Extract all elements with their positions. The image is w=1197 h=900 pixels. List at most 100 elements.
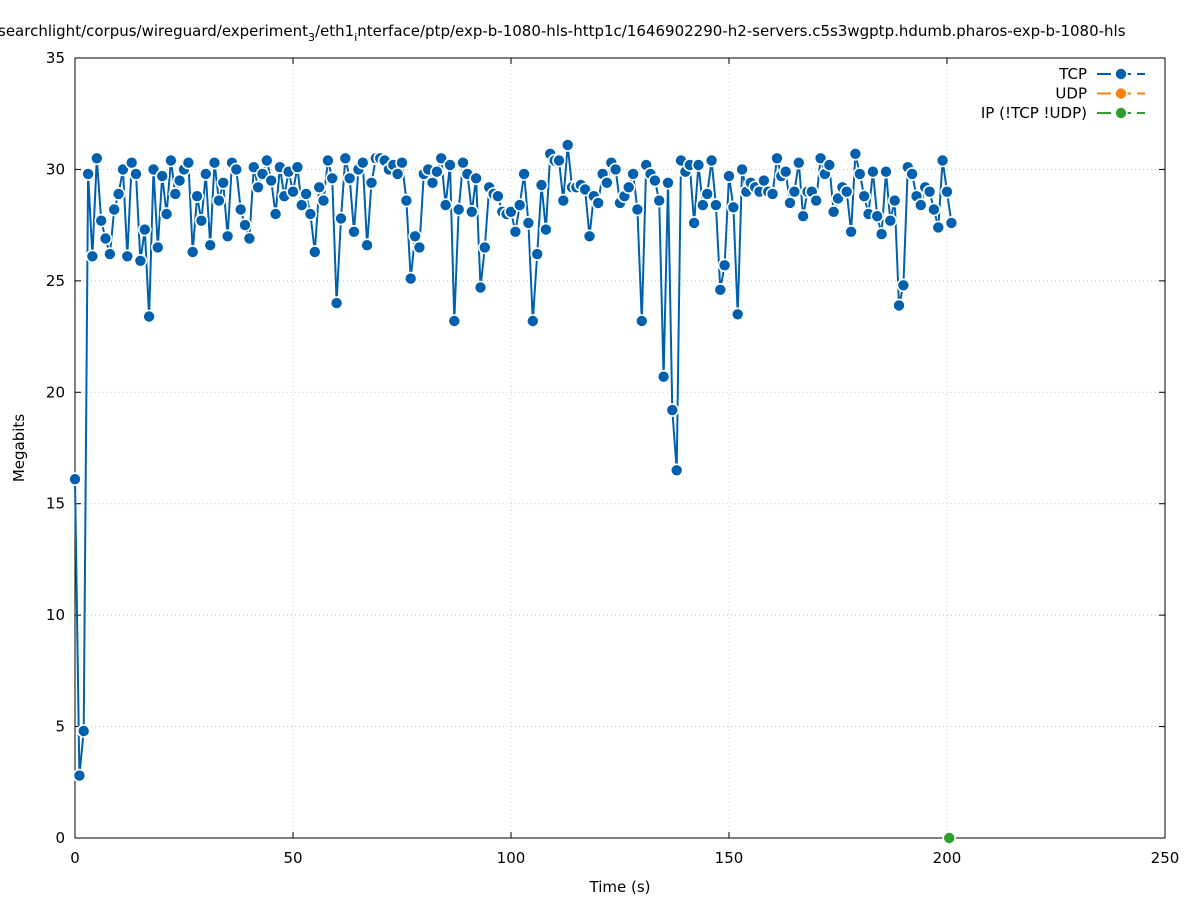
x-axis-label: Time (s)	[589, 878, 651, 896]
plot-frame	[74, 57, 1166, 839]
y-tick-label-4: 20	[46, 383, 65, 401]
data-point-0-58	[321, 153, 335, 168]
data-point-0-26	[181, 155, 196, 170]
data-point-0-64	[347, 225, 361, 239]
data-point-0-142	[687, 216, 701, 230]
data-point-0-145	[700, 187, 715, 201]
data-point-0-184	[870, 209, 885, 223]
data-point-0-144	[695, 198, 710, 212]
data-point-0-15	[133, 253, 148, 268]
x-tick-label-5: 250	[1151, 849, 1180, 867]
data-point-0-61	[334, 211, 348, 226]
data-point-0-84	[434, 151, 449, 166]
data-point-0-8	[103, 247, 117, 261]
data-point-0-127	[621, 180, 636, 195]
data-point-0-0	[68, 472, 82, 487]
series-2	[942, 831, 957, 845]
x-axis-ticks: 0 50 100 150 200 250	[70, 58, 1179, 867]
y-tick-label-7: 35	[46, 49, 65, 67]
data-point-0-152	[730, 307, 745, 322]
data-point-0-78	[408, 229, 422, 244]
data-point-0-189	[892, 298, 906, 313]
legend-label-2: IP (!TCP !UDP)	[981, 104, 1087, 122]
data-point-0-76	[399, 193, 414, 208]
data-point-0-194	[913, 198, 928, 212]
data-point-0-161	[770, 151, 784, 166]
data-point-0-177	[839, 184, 854, 199]
data-point-0-44	[259, 153, 274, 168]
data-point-0-101	[508, 225, 523, 239]
data-point-0-118	[582, 229, 597, 244]
data-point-0-59	[325, 171, 340, 186]
data-point-0-56	[312, 180, 327, 195]
data-point-0-79	[412, 240, 427, 255]
data-point-0-136	[661, 176, 675, 190]
data-point-0-170	[809, 193, 824, 208]
data-point-0-164	[783, 196, 797, 210]
data-point-0-103	[517, 167, 531, 181]
data-point-0-31	[203, 238, 217, 252]
data-point-0-167	[796, 209, 810, 223]
data-point-0-196	[922, 184, 937, 199]
data-point-0-63	[342, 171, 357, 186]
data-point-0-102	[512, 198, 527, 212]
data-point-2-0	[942, 831, 957, 845]
data-point-0-82	[425, 176, 440, 190]
data-point-0-92	[469, 171, 483, 186]
chart-title: searchlight/corpus/wireguard/experiment3…	[0, 22, 1126, 44]
data-point-0-68	[364, 176, 379, 190]
data-point-0-97	[491, 189, 505, 203]
legend-marker-1	[1114, 86, 1128, 101]
data-point-0-143	[691, 158, 706, 172]
data-point-0-83	[430, 164, 444, 179]
data-point-0-148	[713, 282, 728, 297]
data-point-0-192	[905, 167, 919, 181]
legend-label-0: TCP	[1058, 65, 1087, 83]
data-point-0-151	[726, 200, 741, 215]
data-point-0-55	[307, 245, 322, 259]
data-point-0-200	[940, 184, 954, 199]
data-point-0-22	[164, 153, 178, 168]
data-point-0-60	[329, 296, 344, 310]
data-point-0-150	[722, 169, 736, 183]
data-point-0-34	[216, 176, 230, 190]
series-layer	[68, 138, 959, 845]
data-point-0-108	[539, 222, 553, 237]
data-point-0-181	[857, 189, 872, 203]
data-point-0-17	[142, 309, 156, 324]
data-point-0-197	[927, 202, 941, 217]
data-point-0-188	[887, 193, 902, 208]
data-point-0-85	[438, 198, 453, 212]
data-point-0-128	[626, 167, 640, 181]
data-point-0-153	[735, 162, 749, 177]
data-point-0-40	[242, 231, 257, 246]
data-point-0-134	[652, 193, 667, 208]
data-point-0-24	[172, 173, 187, 188]
data-point-0-33	[212, 193, 226, 208]
data-point-0-91	[464, 205, 479, 219]
data-point-0-178	[844, 225, 858, 239]
data-point-0-39	[238, 218, 252, 232]
data-point-0-46	[268, 207, 283, 221]
data-point-0-113	[560, 138, 575, 152]
y-tick-label-0: 0	[55, 829, 65, 847]
data-point-0-199	[935, 153, 950, 168]
data-point-0-173	[822, 158, 837, 172]
data-point-0-30	[199, 167, 213, 181]
data-point-0-13	[124, 155, 139, 170]
y-tick-label-5: 25	[46, 272, 65, 290]
data-point-0-5	[90, 151, 104, 166]
data-point-0-67	[360, 238, 374, 252]
data-point-0-12	[120, 249, 135, 264]
data-point-0-187	[883, 213, 898, 228]
series-line-0	[74, 144, 953, 776]
data-point-0-166	[791, 155, 806, 170]
data-point-0-174	[826, 205, 841, 219]
data-point-0-62	[338, 151, 353, 166]
data-point-0-160	[765, 187, 780, 201]
data-point-0-6	[94, 213, 108, 228]
plot-border	[74, 57, 1166, 839]
data-point-0-87	[447, 314, 462, 328]
data-point-0-75	[395, 155, 409, 170]
